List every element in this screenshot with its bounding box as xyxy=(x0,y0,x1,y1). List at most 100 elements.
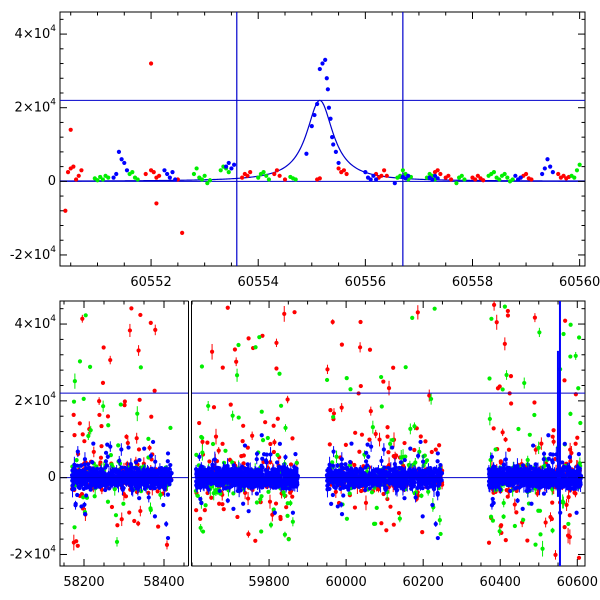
data-point-blue xyxy=(392,479,397,485)
data-point-red xyxy=(529,177,534,182)
data-point-blue xyxy=(164,469,170,474)
data-point-blue xyxy=(290,510,296,515)
data-point-blue xyxy=(392,470,397,475)
data-point-red xyxy=(109,504,115,510)
data-point-blue xyxy=(231,506,236,512)
data-point-blue xyxy=(398,472,403,477)
data-point-green xyxy=(454,181,459,186)
data-point-red xyxy=(134,436,139,441)
data-point-red xyxy=(271,449,276,455)
data-point-red xyxy=(205,440,210,445)
data-point-blue xyxy=(105,476,110,481)
data-point-blue xyxy=(223,164,229,169)
data-point-blue xyxy=(199,500,204,506)
data-point-green xyxy=(81,396,86,401)
data-point-blue xyxy=(165,535,171,541)
data-point-blue xyxy=(229,166,234,171)
data-point-blue xyxy=(242,443,248,448)
data-point-red xyxy=(148,320,153,325)
data-point-green xyxy=(71,399,77,404)
data-point-red xyxy=(271,423,276,428)
data-point-blue xyxy=(432,481,437,486)
data-point-blue xyxy=(128,470,133,475)
data-point-red xyxy=(127,328,133,333)
data-point-blue xyxy=(198,496,203,502)
data-point-green xyxy=(286,537,291,542)
data-point-blue xyxy=(420,459,426,464)
data-point-red xyxy=(74,539,79,544)
data-point-red xyxy=(152,388,157,393)
data-point-green xyxy=(532,412,537,418)
data-point-blue xyxy=(120,486,125,491)
data-point-red xyxy=(381,379,386,384)
data-point-blue xyxy=(129,465,134,470)
data-point-blue xyxy=(84,493,89,498)
data-point-red xyxy=(336,166,341,171)
data-point-blue xyxy=(392,181,397,186)
data-point-blue xyxy=(119,157,124,162)
data-point-blue xyxy=(140,469,145,474)
data-point-green xyxy=(275,452,280,458)
data-point-red xyxy=(551,439,556,444)
data-point-blue xyxy=(148,453,154,458)
data-point-red xyxy=(213,434,219,439)
data-point-red xyxy=(333,489,338,494)
data-point-blue xyxy=(114,171,119,177)
data-point-red xyxy=(211,405,217,410)
data-point-green xyxy=(266,177,272,182)
data-point-red xyxy=(290,436,295,441)
data-point-green xyxy=(540,546,545,551)
data-point-red xyxy=(448,177,454,182)
data-point-red xyxy=(575,435,580,440)
data-point-blue xyxy=(294,466,299,471)
data-point-green xyxy=(95,178,100,183)
top-plot-frame xyxy=(59,11,586,267)
data-point-blue xyxy=(107,486,112,491)
data-point-green xyxy=(106,423,111,428)
data-point-blue xyxy=(282,464,287,469)
data-point-blue xyxy=(235,488,240,494)
data-point-blue xyxy=(540,171,545,177)
data-point-green xyxy=(100,177,105,182)
data-point-red xyxy=(539,441,544,446)
data-point-red xyxy=(250,433,255,438)
data-point-blue xyxy=(503,457,508,462)
data-point-green xyxy=(347,463,353,468)
data-point-red xyxy=(127,510,132,515)
data-point-blue xyxy=(122,160,127,166)
data-point-blue xyxy=(273,484,278,490)
top-panel: 60552 60554 60556 60558 60560 -2×104 0 2×104 4×… xyxy=(10,11,600,290)
data-point-green xyxy=(568,354,573,359)
data-point-red xyxy=(505,308,510,314)
data-point-blue xyxy=(402,457,407,463)
data-point-green xyxy=(501,500,506,506)
data-point-blue xyxy=(264,452,269,457)
data-point-blue xyxy=(393,465,398,470)
data-point-blue xyxy=(382,465,387,470)
data-point-blue xyxy=(325,478,330,483)
data-point-blue xyxy=(137,471,142,476)
data-point-green xyxy=(403,454,408,459)
data-point-blue xyxy=(148,471,153,476)
data-point-green xyxy=(230,413,235,418)
data-point-blue xyxy=(328,471,333,476)
data-point-green xyxy=(200,450,205,455)
data-point-red xyxy=(486,540,492,545)
data-point-blue xyxy=(196,468,201,473)
data-point-red xyxy=(352,505,358,510)
data-point-green xyxy=(236,415,241,420)
data-point-green xyxy=(207,178,213,183)
data-point-red xyxy=(100,380,106,386)
data-point-red xyxy=(108,357,113,363)
data-point-blue xyxy=(139,479,145,484)
data-point-blue xyxy=(293,451,298,457)
data-point-red xyxy=(573,441,578,446)
data-point-blue xyxy=(119,447,124,452)
data-point-red xyxy=(352,462,357,468)
data-point-red xyxy=(396,510,402,516)
data-point-green xyxy=(412,424,417,429)
data-point-blue xyxy=(513,173,518,178)
data-point-blue xyxy=(239,483,244,489)
data-point-red xyxy=(209,349,215,354)
data-point-blue xyxy=(370,479,375,485)
